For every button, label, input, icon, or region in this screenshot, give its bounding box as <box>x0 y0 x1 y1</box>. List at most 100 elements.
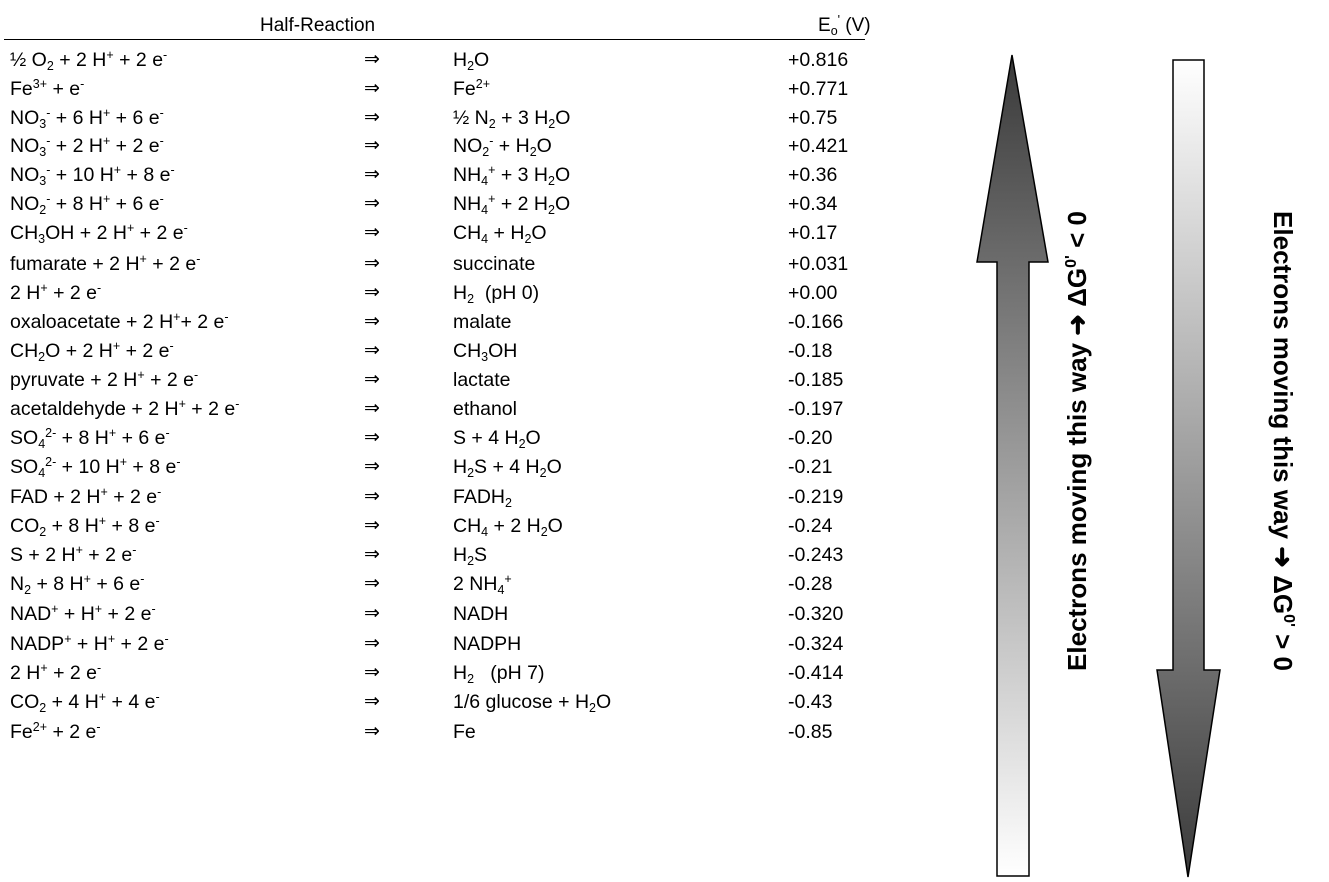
table-row: FAD + 2 H+ + 2 e- ⇒ FADH2 -0.219 <box>0 482 880 512</box>
table-row: Fe3+ + e- ⇒ Fe2+ +0.771 <box>0 74 880 104</box>
product-cell: CH4 + H2O <box>453 222 547 246</box>
header-half-reaction: Half-Reaction <box>260 15 376 36</box>
table-row: SO42- + 8 H+ + 6 e- ⇒ S + 4 H2O -0.20 <box>0 423 880 453</box>
potential-cell: +0.816 <box>788 49 849 71</box>
arrow-cell: ⇒ <box>364 369 380 390</box>
product-cell: ½ N2 + 3 H2O <box>453 107 571 131</box>
reactant-cell: oxaloacetate + 2 H++ 2 e- <box>10 310 229 333</box>
product-cell: Fe2+ <box>453 77 491 100</box>
arrow-cell: ⇒ <box>364 633 380 654</box>
reactant-cell: fumarate + 2 H+ + 2 e- <box>10 252 201 275</box>
potential-cell: -0.320 <box>788 603 844 625</box>
reactant-cell: SO42- + 8 H+ + 6 e- <box>10 426 170 451</box>
table-row: N2 + 8 H+ + 6 e- ⇒ 2 NH4+ -0.28 <box>0 569 880 599</box>
product-cell: H2 (pH 0) <box>453 282 540 306</box>
table-row: acetaldehyde + 2 H+ + 2 e- ⇒ ethanol -0.197 <box>0 394 880 424</box>
product-cell: H2S <box>453 544 488 568</box>
arrow-cell: ⇒ <box>364 515 380 536</box>
product-cell: FADH2 <box>453 486 512 510</box>
product-cell: succinate <box>453 253 536 275</box>
product-cell: NH4+ + 2 H2O <box>453 192 571 217</box>
potential-cell: +0.00 <box>788 282 838 304</box>
potential-cell: -0.85 <box>788 721 833 743</box>
reactant-cell: NAD+ + H+ + 2 e- <box>10 602 156 625</box>
reactant-cell: S + 2 H+ + 2 e- <box>10 543 137 566</box>
table-row: NO3- + 2 H+ + 2 e- ⇒ NO2- + H2O +0.421 <box>0 131 880 161</box>
product-cell: 1/6 glucose + H2O <box>453 691 612 715</box>
reactant-cell: Fe2+ + 2 e- <box>10 720 101 743</box>
product-cell: NH4+ + 3 H2O <box>453 163 571 188</box>
potential-cell: -0.243 <box>788 544 844 566</box>
reactant-cell: NO3- + 6 H+ + 6 e- <box>10 106 164 131</box>
reactant-cell: CH3OH + 2 H+ + 2 e- <box>10 221 188 246</box>
table-row: NO3- + 6 H+ + 6 e- ⇒ ½ N2 + 3 H2O +0.75 <box>0 103 880 133</box>
potential-cell: -0.24 <box>788 515 833 537</box>
reactant-cell: ½ O2 + 2 H+ + 2 e- <box>10 48 168 73</box>
table-row: 2 H+ + 2 e- ⇒ H2 (pH 7) -0.414 <box>0 658 880 688</box>
table-row: S + 2 H+ + 2 e- ⇒ H2S -0.243 <box>0 540 880 570</box>
product-cell: CH4 + 2 H2O <box>453 515 563 539</box>
product-cell: NADH <box>453 603 509 625</box>
arrow-cell: ⇒ <box>364 721 380 742</box>
header-rule <box>4 39 865 40</box>
table-row: ½ O2 + 2 H+ + 2 e- ⇒ H2O +0.816 <box>0 45 880 75</box>
table-row: pyruvate + 2 H+ + 2 e- ⇒ lactate -0.185 <box>0 365 880 395</box>
reactant-cell: CO2 + 4 H+ + 4 e- <box>10 690 160 715</box>
table-row: SO42- + 10 H+ + 8 e- ⇒ H2S + 4 H2O -0.21 <box>0 452 880 482</box>
potential-cell: -0.18 <box>788 340 833 362</box>
potential-cell: -0.185 <box>788 369 844 391</box>
potential-cell: +0.771 <box>788 78 849 100</box>
potential-cell: +0.031 <box>788 253 849 275</box>
product-cell: H2 (pH 7) <box>453 662 545 686</box>
potential-cell: +0.421 <box>788 135 849 157</box>
arrow-cell: ⇒ <box>364 49 380 70</box>
reactant-cell: 2 H+ + 2 e- <box>10 281 102 304</box>
potential-cell: +0.36 <box>788 164 838 186</box>
arrow-cell: ⇒ <box>364 107 380 128</box>
potential-cell: -0.414 <box>788 662 844 684</box>
potential-cell: -0.324 <box>788 633 844 655</box>
product-cell: ethanol <box>453 398 517 420</box>
reactant-cell: NO2- + 8 H+ + 6 e- <box>10 192 164 217</box>
table-row: NO2- + 8 H+ + 6 e- ⇒ NH4+ + 2 H2O +0.34 <box>0 189 880 219</box>
reactant-cell: Fe3+ + e- <box>10 77 85 100</box>
product-cell: Fe <box>453 721 476 743</box>
arrow-cell: ⇒ <box>364 456 380 477</box>
arrow-cell: ⇒ <box>364 282 380 303</box>
table-row: NAD+ + H+ + 2 e- ⇒ NADH -0.320 <box>0 599 880 629</box>
arrow-cell: ⇒ <box>364 398 380 419</box>
product-cell: NADPH <box>453 633 522 655</box>
potential-cell: -0.197 <box>788 398 844 420</box>
arrow-cell: ⇒ <box>364 253 380 274</box>
product-cell: lactate <box>453 369 511 391</box>
product-cell: NO2- + H2O <box>453 134 552 159</box>
product-cell: CH3OH <box>453 340 518 364</box>
table-row: Fe2+ + 2 e- ⇒ Fe -0.85 <box>0 717 880 747</box>
arrow-cell: ⇒ <box>364 340 380 361</box>
arrow-cell: ⇒ <box>364 164 380 185</box>
arrow-cell: ⇒ <box>364 135 380 156</box>
product-cell: H2O <box>453 49 490 73</box>
arrow-cell: ⇒ <box>364 486 380 507</box>
arrow-cell: ⇒ <box>364 603 380 624</box>
potential-cell: -0.219 <box>788 486 844 508</box>
product-cell: H2S + 4 H2O <box>453 456 562 480</box>
potential-cell: -0.28 <box>788 573 833 595</box>
potential-cell: +0.34 <box>788 193 838 215</box>
reactant-cell: 2 H+ + 2 e- <box>10 661 102 684</box>
arrow-cell: ⇒ <box>364 427 380 448</box>
arrow-cell: ⇒ <box>364 691 380 712</box>
reactant-cell: SO42- + 10 H+ + 8 e- <box>10 455 181 480</box>
reactant-cell: FAD + 2 H+ + 2 e- <box>10 485 162 508</box>
reactant-cell: NO3- + 10 H+ + 8 e- <box>10 163 175 188</box>
potential-cell: -0.166 <box>788 311 844 333</box>
up-arrow-label: Electrons moving this way ➜ ΔG0' < 0 <box>1062 211 1092 671</box>
reactant-cell: CO2 + 8 H+ + 8 e- <box>10 514 160 539</box>
table-row: fumarate + 2 H+ + 2 e- ⇒ succinate +0.031 <box>0 249 880 279</box>
down-arrow-shape <box>1156 59 1221 878</box>
reactant-cell: pyruvate + 2 H+ + 2 e- <box>10 368 199 391</box>
potential-cell: -0.20 <box>788 427 833 449</box>
potential-cell: -0.43 <box>788 691 833 713</box>
arrow-cell: ⇒ <box>364 544 380 565</box>
table-row: CO2 + 4 H+ + 4 e- ⇒ 1/6 glucose + H2O -0.43 <box>0 687 880 717</box>
